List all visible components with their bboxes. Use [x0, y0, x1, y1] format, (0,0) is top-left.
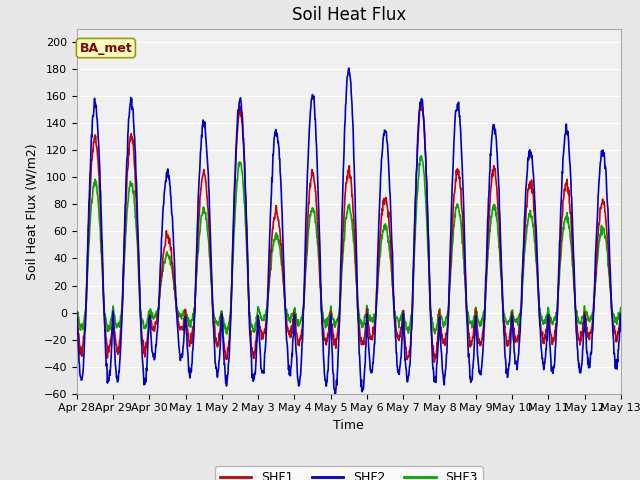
SHF2: [164, 167, 172, 173]
SHF2: [505, 367, 513, 372]
Line: SHF2: SHF2: [77, 68, 640, 396]
SHF2: [589, 309, 597, 315]
SHF3: [341, 220, 349, 226]
SHF1: [341, 196, 349, 202]
Line: SHF1: SHF1: [77, 101, 640, 362]
SHF2: [353, 252, 360, 258]
SHF3: [73, 304, 81, 310]
SHF1: [73, 308, 81, 314]
Y-axis label: Soil Heat Flux (W/m2): Soil Heat Flux (W/m2): [25, 143, 38, 279]
SHF2: [332, 393, 339, 399]
SHF1: [589, 308, 597, 313]
SHF3: [164, 252, 172, 258]
SHF1: [431, 359, 438, 365]
SHF3: [223, 331, 230, 337]
SHF3: [352, 276, 360, 281]
SHF3: [417, 153, 425, 159]
SHF3: [589, 301, 597, 307]
X-axis label: Time: Time: [333, 419, 364, 432]
SHF1: [418, 98, 426, 104]
SHF3: [505, 319, 513, 324]
SHF1: [164, 235, 172, 240]
Line: SHF3: SHF3: [77, 156, 640, 334]
SHF2: [345, 65, 353, 71]
Title: Soil Heat Flux: Soil Heat Flux: [292, 6, 406, 24]
Legend: SHF1, SHF2, SHF3: SHF1, SHF2, SHF3: [214, 467, 483, 480]
SHF1: [352, 259, 360, 264]
SHF1: [505, 342, 513, 348]
SHF2: [341, 117, 349, 122]
SHF2: [73, 310, 81, 315]
Text: BA_met: BA_met: [79, 42, 132, 55]
